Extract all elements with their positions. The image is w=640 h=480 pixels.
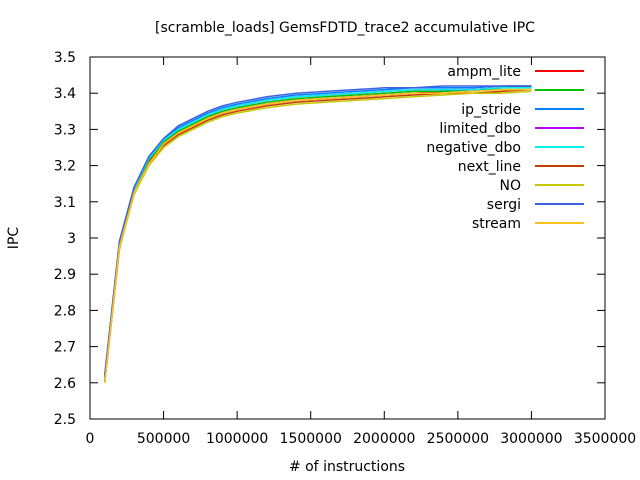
series-line-negative-dbo bbox=[103, 87, 532, 380]
tick-marks: 2.5 2.6 2.7 2.8 2.9 3 3.1 3.2 3.3 3.4 3.5 0 500000 10… bbox=[54, 50, 636, 447]
legend-label: ip_stride bbox=[461, 102, 521, 118]
x-tick-label: 2500000 bbox=[427, 431, 489, 447]
y-tick-label: 3.2 bbox=[54, 159, 76, 175]
y-tick-label: 3.5 bbox=[54, 50, 76, 66]
series-line-sergi bbox=[103, 85, 532, 376]
series-line-unlabeled-1 bbox=[103, 88, 532, 380]
plot-frame bbox=[89, 56, 606, 420]
axes bbox=[89, 56, 606, 420]
y-tick-label: 2.9 bbox=[54, 267, 76, 283]
x-axis-label: # of instructions bbox=[289, 459, 405, 475]
legend-label: next_line bbox=[458, 159, 521, 175]
x-tick-label: 500000 bbox=[137, 431, 190, 447]
y-tick-label: 2.8 bbox=[54, 303, 76, 319]
series-line-stream bbox=[103, 88, 532, 383]
series-line-no bbox=[103, 90, 532, 383]
x-tick-label: 2000000 bbox=[353, 431, 415, 447]
x-tick-label: 3500000 bbox=[574, 431, 636, 447]
x-tick-label: 3000000 bbox=[500, 431, 562, 447]
legend: ampm_lite ip_stride limited_dbo negative_db… bbox=[426, 64, 584, 232]
x-tick-label: 0 bbox=[86, 431, 95, 447]
chart-title: [scramble_loads] GemsFDTD_trace2 accumul… bbox=[155, 20, 535, 36]
y-tick-label: 2.6 bbox=[54, 376, 76, 392]
legend-label: NO bbox=[500, 178, 522, 194]
legend-label: sergi bbox=[487, 197, 521, 213]
y-tick-label: 3.4 bbox=[54, 86, 76, 102]
legend-label: negative_dbo bbox=[426, 140, 521, 156]
legend-label: limited_dbo bbox=[439, 121, 521, 137]
y-tick-label: 2.5 bbox=[54, 412, 76, 428]
y-axis-label: IPC bbox=[6, 227, 22, 250]
x-tick-label: 1000000 bbox=[206, 431, 268, 447]
series-lines bbox=[103, 85, 532, 383]
legend-label: ampm_lite bbox=[447, 64, 521, 80]
y-tick-label: 3 bbox=[67, 231, 76, 247]
legend-label: stream bbox=[472, 216, 521, 232]
y-tick-label: 3.1 bbox=[54, 195, 76, 211]
x-tick-label: 1500000 bbox=[280, 431, 342, 447]
y-tick-label: 3.3 bbox=[54, 122, 76, 138]
y-tick-label: 2.7 bbox=[54, 340, 76, 356]
